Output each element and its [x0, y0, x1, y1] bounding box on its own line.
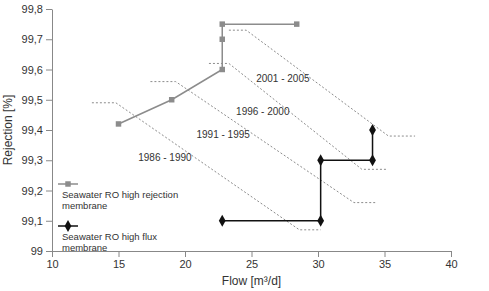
y-axis: 99 99,1 99,2 99,3 99,4 99,5 99,6 99,7 99,8	[22, 3, 53, 257]
y-tick-label: 99	[31, 245, 43, 257]
x-tick-label: 35	[379, 258, 391, 270]
y-tick-mark	[46, 9, 52, 10]
y-tick-label: 99,2	[22, 185, 43, 197]
era-line	[150, 82, 375, 203]
y-tick-label: 99,7	[22, 33, 43, 45]
x-tick-label: 30	[312, 258, 324, 270]
x-tick: 35	[379, 251, 391, 270]
era-label: 1991 - 1995	[196, 129, 250, 140]
series-line	[222, 130, 372, 221]
y-tick: 99,1	[22, 215, 52, 227]
marker	[317, 154, 324, 166]
marker	[220, 67, 225, 72]
plot: 10 15 20 25 30 35 40 99 99,1 99,2 99,3 99,4 99,5 99,6…	[22, 3, 458, 270]
legend-marker	[65, 181, 70, 186]
marker	[220, 21, 225, 26]
x-tick-mark	[252, 251, 253, 257]
marker	[294, 21, 299, 26]
y-tick: 99,4	[22, 124, 52, 136]
era-label: 2001 - 2005	[256, 73, 310, 84]
x-tick-mark	[119, 251, 120, 257]
x-tick-label: 10	[46, 258, 58, 270]
x-tick-label: 15	[113, 258, 125, 270]
y-tick-label: 99,4	[22, 124, 43, 136]
y-tick-label: 99,3	[22, 154, 43, 166]
x-tick-label: 20	[179, 258, 191, 270]
y-tick: 99,3	[22, 154, 52, 166]
y-tick: 99,6	[22, 64, 52, 76]
y-tick-mark	[46, 251, 52, 252]
era-line	[229, 30, 415, 136]
x-tick-mark	[185, 251, 186, 257]
marker	[369, 154, 376, 166]
marker	[219, 215, 226, 227]
x-tick-mark	[385, 251, 386, 257]
era-label: 1986 - 1990	[138, 152, 192, 163]
x-tick: 25	[246, 251, 258, 270]
y-tick-mark	[46, 160, 52, 161]
y-tick-label: 99,6	[22, 64, 43, 76]
y-tick: 99,2	[22, 185, 52, 197]
x-tick-mark	[52, 251, 53, 257]
era-label: 1996 - 2000	[236, 106, 290, 117]
y-tick-mark	[46, 221, 52, 222]
x-tick-label: 25	[246, 258, 258, 270]
y-tick: 99	[31, 245, 52, 257]
x-axis-title: Flow [m³/d]	[222, 274, 281, 288]
x-tick-mark	[451, 251, 452, 257]
y-tick-label: 99,8	[22, 3, 43, 15]
x-tick-mark	[318, 251, 319, 257]
era-line	[209, 63, 387, 169]
chart: 10 15 20 25 30 35 40 99 99,1 99,2 99,3 99,4 99,5 99,6…	[0, 0, 489, 291]
y-tick: 99,5	[22, 94, 52, 106]
y-tick-mark	[46, 191, 52, 192]
x-tick: 10	[46, 251, 58, 270]
x-tick-label: 40	[445, 258, 457, 270]
y-axis-line	[52, 10, 53, 252]
x-axis: 10 15 20 25 30 35 40	[46, 251, 457, 270]
y-tick-mark	[46, 39, 52, 40]
era-line	[92, 103, 321, 230]
x-tick: 30	[312, 251, 324, 270]
legend-label: Seawater RO high rejectionmembrane	[62, 189, 178, 211]
marker	[116, 121, 121, 126]
era-labels: 1986 - 1990 1991 - 1995 1996 - 2000 2001 - …	[138, 73, 310, 163]
x-tick: 20	[179, 251, 191, 270]
y-axis-title: Rejection [%]	[1, 95, 15, 166]
y-tick-mark	[46, 100, 52, 101]
legend-label: Seawater RO high fluxmembrane	[62, 231, 157, 253]
x-tick: 15	[113, 251, 125, 270]
x-tick: 40	[445, 251, 457, 270]
marker	[169, 97, 174, 102]
y-tick-label: 99,1	[22, 215, 43, 227]
y-tick-label: 99,5	[22, 94, 43, 106]
y-tick-mark	[46, 130, 52, 131]
legend: Seawater RO high rejectionmembrane Seawat…	[58, 181, 178, 253]
y-tick: 99,7	[22, 33, 52, 45]
marker	[369, 124, 376, 136]
y-tick: 99,8	[22, 3, 52, 15]
marker	[317, 215, 324, 227]
y-tick-mark	[46, 70, 52, 71]
marker	[220, 37, 225, 42]
